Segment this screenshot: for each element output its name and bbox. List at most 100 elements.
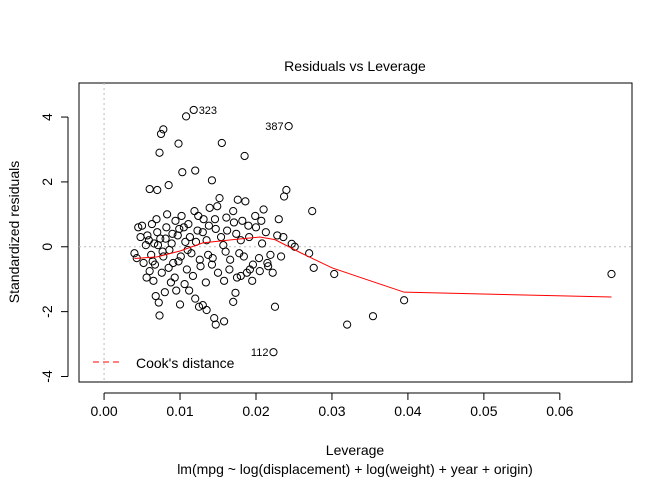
data-point	[241, 197, 250, 206]
data-point	[151, 291, 160, 301]
data-point	[219, 276, 229, 285]
data-point	[276, 252, 286, 261]
data-point	[153, 241, 163, 250]
data-point	[163, 210, 172, 219]
point-label: 387	[265, 121, 283, 133]
data-point	[279, 232, 288, 242]
data-point	[145, 184, 154, 194]
data-point	[157, 268, 166, 277]
data-point	[238, 216, 247, 225]
data-point	[368, 312, 378, 321]
data-point	[219, 317, 229, 326]
data-point	[142, 273, 151, 282]
data-point	[137, 221, 147, 230]
data-point	[152, 215, 161, 224]
data-point	[158, 247, 167, 256]
data-point	[176, 252, 185, 261]
data-point	[175, 300, 185, 309]
data-point	[196, 262, 205, 271]
data-point	[216, 232, 226, 242]
data-point	[181, 237, 190, 247]
data-point	[204, 221, 213, 230]
data-point	[149, 276, 158, 285]
y-tick-label: -2	[39, 305, 55, 318]
data-point	[134, 223, 143, 232]
data-point	[177, 211, 186, 221]
data-point	[185, 286, 194, 295]
data-point	[264, 262, 273, 271]
data-point	[156, 129, 166, 139]
x-axis-label: Leverage	[326, 442, 385, 458]
data-point	[170, 273, 179, 282]
data-point	[202, 305, 211, 315]
x-tick-label: 0.05	[470, 403, 497, 419]
data-point	[167, 239, 176, 248]
data-point	[221, 247, 230, 256]
data-point	[204, 250, 213, 259]
data-point	[182, 112, 191, 121]
data-point	[207, 260, 217, 269]
x-tick-label: 0.02	[242, 403, 269, 419]
data-point	[179, 223, 188, 232]
data-point	[231, 288, 240, 297]
data-point	[188, 271, 198, 281]
x-tick-label: 0.04	[394, 403, 421, 419]
smooth-line	[134, 236, 612, 298]
data-point	[248, 276, 257, 285]
data-point	[232, 273, 242, 282]
data-point	[213, 202, 222, 211]
data-point	[222, 213, 231, 222]
data-point	[268, 268, 277, 277]
data-point	[198, 228, 207, 237]
data-point	[269, 348, 278, 357]
data-point	[215, 194, 224, 203]
data-point	[284, 122, 293, 131]
point-label: 323	[199, 105, 217, 117]
data-point	[162, 223, 171, 232]
data-point	[147, 219, 157, 229]
data-point	[155, 148, 164, 157]
data-point	[251, 211, 260, 221]
data-point	[229, 206, 238, 216]
data-point	[193, 226, 202, 235]
data-point	[189, 105, 198, 115]
data-point	[194, 302, 204, 311]
data-point	[263, 258, 272, 268]
y-axis: -4 -2 0 2 4	[39, 113, 69, 383]
x-tick-label: 0.00	[90, 403, 117, 419]
data-point	[160, 288, 169, 297]
data-point	[226, 255, 235, 264]
data-point	[191, 294, 200, 303]
data-point	[148, 257, 157, 266]
x-axis: 0.00 0.01 0.02 0.03 0.04 0.05 0.06	[90, 392, 574, 419]
data-point	[274, 215, 283, 224]
data-point	[287, 239, 296, 248]
data-point	[143, 231, 152, 240]
data-point	[130, 249, 139, 258]
y-tick-label: -4	[39, 370, 55, 383]
reference-lines	[79, 83, 632, 382]
data-point	[201, 278, 210, 287]
data-point	[182, 265, 191, 274]
data-point	[330, 269, 339, 279]
data-point	[261, 228, 270, 237]
point-labels: 323 387 112	[199, 105, 284, 359]
legend: Cook's distance	[93, 355, 235, 371]
data-point	[400, 296, 409, 305]
data-point	[164, 263, 173, 272]
data-point	[205, 203, 214, 212]
data-point	[254, 254, 264, 263]
data-point	[145, 266, 154, 276]
data-point	[139, 258, 148, 268]
data-point	[194, 211, 203, 221]
data-point	[155, 311, 164, 320]
smooth-line-group	[134, 236, 612, 298]
model-formula-subtitle: lm(mpg ~ log(displacement) + log(weight)…	[177, 461, 533, 477]
data-point	[607, 269, 616, 279]
data-point	[159, 125, 168, 134]
chart-title: Residuals vs Leverage	[284, 58, 426, 74]
y-tick-label: 2	[39, 178, 55, 186]
data-point	[172, 286, 181, 295]
data-point	[175, 224, 184, 234]
